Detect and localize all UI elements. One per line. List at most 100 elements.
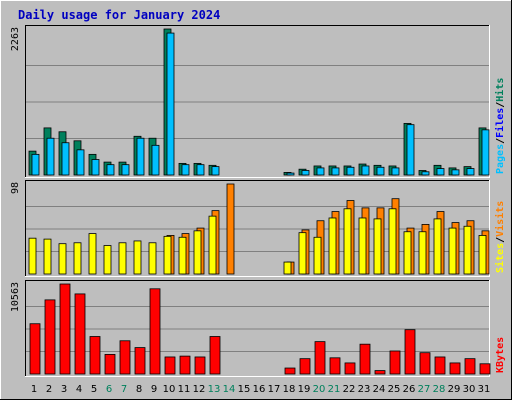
kbytes-bar-25 [389,350,401,375]
files-bar-9 [151,144,160,176]
files-bar-18 [286,172,295,176]
kbytes-bar-19 [299,358,311,375]
day-label-29: 29 [448,384,461,395]
day-label-14: 14 [223,384,236,395]
kbytes-bar-23 [359,343,371,375]
day-label-6: 6 [106,384,112,395]
files-bar-23 [361,165,370,176]
day-label-28: 28 [433,384,446,395]
legend-visits-item-1: / [495,237,506,243]
day-label-27: 27 [418,384,431,395]
files-bar-5 [91,159,100,176]
files-bar-6 [106,164,115,176]
kbytes-bar-27 [419,352,431,375]
kbytes-bar-8 [134,347,146,375]
day-label-5: 5 [91,384,97,395]
kbytes-bar-12 [194,356,206,375]
sites-bar-7 [118,242,127,275]
panel-kbytes-max-label: 10563 [10,282,21,312]
day-label-2: 2 [46,384,52,395]
kbytes-bar-21 [329,357,341,375]
day-label-7: 7 [121,384,127,395]
panel-kbytes-legend: KBytes [495,337,506,373]
files-bar-28 [436,168,445,176]
files-bar-22 [346,166,355,176]
sites-bar-5 [88,233,97,275]
day-label-18: 18 [283,384,296,395]
panel-visits: 98 Sites/Visits [10,180,506,277]
sites-bar-28 [433,218,442,275]
sites-bar-27 [418,231,427,275]
legend-hits-item-2: Files [494,108,506,138]
sites-bar-23 [358,217,367,275]
day-label-9: 9 [151,384,157,395]
legend-visits-item-0: Sites [494,243,506,273]
sites-bar-9 [148,242,157,275]
day-label-13: 13 [208,384,221,395]
day-label-26: 26 [403,384,416,395]
kbytes-bar-4 [74,293,86,375]
sites-bar-12 [193,230,202,275]
files-bar-4 [76,149,85,176]
files-bar-31 [481,129,490,176]
day-label-20: 20 [313,384,326,395]
day-label-21: 21 [328,384,341,395]
kbytes-bar-30 [464,358,476,375]
chart-title: Daily usage for January 2024 [18,8,220,22]
day-label-3: 3 [61,384,67,395]
day-label-16: 16 [253,384,266,395]
day-label-24: 24 [373,384,386,395]
panel-visits-legend: Sites/Visits [494,201,506,273]
legend-hits-item-0: Pages [495,144,506,174]
panel-hits-legend: Pages/Files/Hits [494,78,506,174]
day-label-12: 12 [193,384,206,395]
kbytes-bar-1 [29,323,41,375]
sites-bar-18 [283,261,292,275]
sites-bar-25 [388,208,397,275]
kbytes-bar-3 [59,283,71,375]
sites-bar-21 [328,217,337,275]
sites-bar-20 [313,236,322,275]
files-bar-19 [301,170,310,176]
kbytes-bar-29 [449,362,461,375]
day-label-11: 11 [178,384,191,395]
panel-visits-max-label: 98 [10,182,21,194]
legend-kbytes-item-0: KBytes [495,337,506,373]
files-bar-20 [316,167,325,176]
day-label-22: 22 [343,384,356,395]
kbytes-bar-26 [404,329,416,375]
visits-bar-14 [226,183,235,275]
day-label-10: 10 [163,384,176,395]
sites-bar-26 [403,231,412,275]
files-bar-21 [331,167,340,176]
panel-kbytes: 10563 KBytes [10,280,506,377]
kbytes-bar-7 [119,340,131,375]
files-bar-26 [406,124,415,176]
sites-bar-3 [58,243,67,275]
day-label-19: 19 [298,384,311,395]
legend-hits-item-1: / [495,138,506,144]
kbytes-bar-10 [164,356,176,375]
files-bar-27 [421,171,430,176]
sites-bar-11 [178,236,187,275]
day-label-8: 8 [136,384,142,395]
kbytes-bar-31 [479,363,491,375]
day-label-15: 15 [238,384,251,395]
sites-bar-19 [298,232,307,275]
kbytes-bar-2 [44,299,56,375]
kbytes-bar-9 [149,288,161,375]
files-bar-25 [391,167,400,176]
day-axis: 1 2 3 4 5 6 7 8 9 10 11 12 13 14 15 16 17 18 19 20 21 22 23 24 2… [31,384,491,395]
sites-bar-13 [208,215,217,275]
kbytes-bar-24 [374,370,386,375]
files-bar-29 [451,169,460,176]
day-label-31: 31 [478,384,491,395]
day-label-25: 25 [388,384,401,395]
day-label-4: 4 [76,384,82,395]
files-bar-1 [31,153,40,176]
kbytes-bar-5 [89,336,101,375]
kbytes-bar-22 [344,362,356,375]
day-label-17: 17 [268,384,281,395]
